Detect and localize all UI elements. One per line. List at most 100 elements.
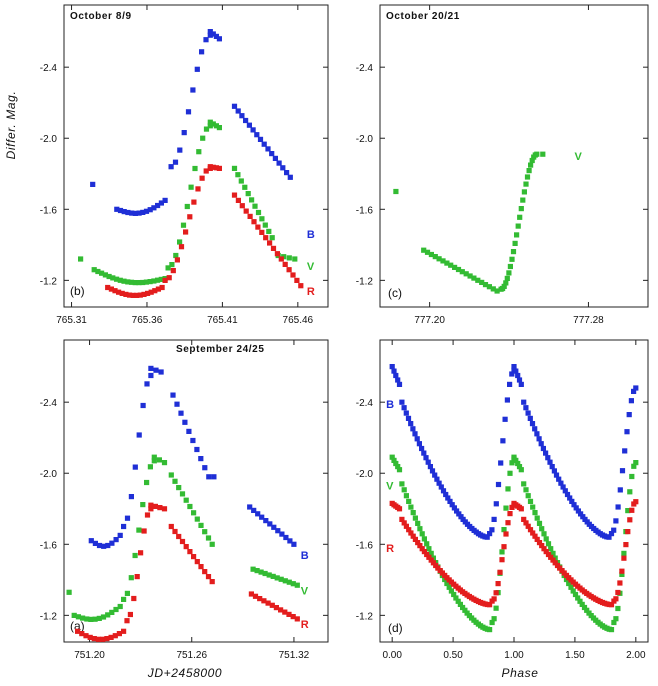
data-point-R — [148, 289, 154, 295]
data-point-B — [569, 498, 575, 504]
data-point-V — [494, 288, 500, 294]
y-tick-label: -2.0 — [40, 469, 58, 480]
data-point-R — [424, 551, 430, 558]
data-point-V — [505, 486, 511, 492]
data-point-R — [199, 175, 205, 181]
data-point-B — [247, 504, 253, 510]
data-point-B — [158, 200, 164, 206]
data-point-V — [534, 515, 540, 521]
data-point-R — [505, 520, 511, 526]
data-point-B — [401, 405, 407, 411]
data-point-R — [261, 598, 267, 604]
data-point-B — [231, 103, 238, 109]
data-point-V — [266, 572, 272, 578]
band-label-B: B — [307, 229, 315, 241]
data-point-B — [143, 208, 150, 214]
data-point-V — [514, 232, 520, 238]
data-point-V — [627, 489, 633, 495]
data-point-R — [145, 290, 151, 296]
data-point-B — [121, 523, 127, 530]
data-point-B — [263, 518, 269, 524]
data-point-V — [258, 569, 264, 575]
data-point-B — [128, 494, 134, 500]
data-point-B — [414, 436, 420, 442]
data-point-R — [112, 288, 118, 294]
data-point-V — [179, 491, 186, 497]
data-point-R — [108, 286, 114, 292]
data-point-R — [207, 164, 213, 170]
data-point-V — [421, 536, 427, 542]
panel-title: September 24/25 — [176, 344, 265, 355]
data-point-R — [518, 506, 524, 512]
data-point-B — [276, 160, 282, 166]
data-point-V — [432, 254, 438, 260]
data-point-V — [286, 579, 292, 585]
data-point-V — [503, 505, 509, 511]
data-point-V — [278, 576, 284, 582]
data-point-B — [532, 426, 538, 432]
data-point-R — [491, 596, 497, 602]
data-point-R — [286, 611, 292, 617]
data-point-V — [509, 256, 515, 262]
data-point-R — [141, 291, 147, 297]
data-point-V — [490, 286, 496, 292]
data-point-R — [525, 523, 531, 529]
data-point-V — [151, 278, 157, 284]
data-point-V — [209, 541, 215, 547]
data-point-V — [274, 575, 280, 581]
data-point-B — [611, 527, 617, 533]
data-point-V — [448, 588, 454, 594]
data-point-V — [419, 531, 425, 537]
data-point-V — [503, 280, 509, 286]
data-point-B — [269, 151, 275, 157]
y-tick-label: -1.6 — [356, 540, 374, 551]
data-point-R — [195, 186, 201, 192]
data-point-V — [184, 203, 190, 210]
series-V — [66, 454, 300, 622]
data-point-R — [627, 517, 633, 523]
data-point-B — [216, 36, 222, 42]
data-point-V — [613, 616, 619, 622]
band-label-V: V — [301, 585, 309, 597]
data-point-V — [486, 284, 492, 290]
data-point-R — [231, 192, 238, 198]
data-point-V — [523, 487, 529, 493]
data-point-R — [162, 277, 168, 283]
data-point-R — [428, 557, 434, 563]
data-point-R — [213, 165, 219, 171]
data-point-B — [425, 459, 431, 465]
data-point-B — [631, 388, 637, 394]
data-point-B — [117, 207, 124, 214]
data-point-R — [172, 528, 178, 535]
data-point-B — [549, 464, 555, 470]
data-point-V — [436, 256, 442, 262]
data-point-V — [140, 279, 146, 286]
data-point-V — [393, 460, 399, 467]
data-point-B — [443, 491, 449, 498]
data-point-V — [526, 168, 532, 174]
data-point-R — [613, 596, 619, 602]
data-point-V — [66, 589, 72, 595]
data-point-B — [393, 372, 399, 379]
y-tick-label: -2.0 — [356, 134, 374, 145]
data-point-B — [132, 210, 138, 216]
data-point-B — [449, 502, 455, 508]
data-point-R — [255, 224, 261, 230]
data-point-B — [257, 136, 264, 142]
data-point-V — [501, 527, 507, 533]
data-point-V — [475, 277, 481, 283]
data-point-V — [581, 604, 588, 611]
data-point-B — [140, 402, 146, 409]
data-point-V — [155, 277, 161, 283]
data-point-V — [440, 258, 446, 264]
series-V — [393, 151, 546, 294]
data-point-R — [251, 219, 257, 225]
data-point-V — [499, 549, 505, 555]
data-point-R — [401, 520, 407, 526]
data-point-V — [453, 595, 459, 601]
data-point-B — [101, 543, 107, 549]
data-point-B — [136, 432, 142, 438]
data-point-V — [584, 607, 590, 613]
data-point-B — [182, 419, 188, 425]
band-label-V: V — [307, 261, 315, 273]
